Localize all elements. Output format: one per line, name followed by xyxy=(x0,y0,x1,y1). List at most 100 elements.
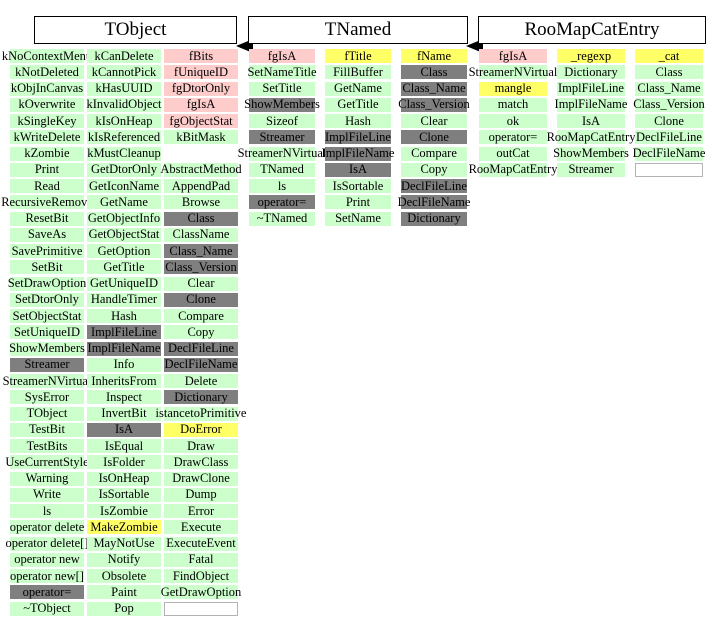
member-cell[interactable]: GetObjectInfo xyxy=(87,211,161,226)
member-cell[interactable]: Dictionary xyxy=(557,65,625,80)
member-cell[interactable]: DoError xyxy=(164,422,238,437)
member-cell[interactable]: Notify xyxy=(87,552,161,567)
member-cell[interactable]: Paint xyxy=(87,585,161,600)
member-cell[interactable]: TNamed xyxy=(249,162,315,177)
member-cell[interactable]: RecursiveRemove xyxy=(1,194,93,210)
member-cell[interactable]: kMustCleanup xyxy=(87,146,161,161)
member-cell[interactable]: GetDtorOnly xyxy=(87,162,161,177)
member-cell[interactable]: ImplFileLine xyxy=(557,81,625,96)
member-cell[interactable]: operator delete xyxy=(9,519,85,535)
member-cell[interactable]: SetDtorOnly xyxy=(10,292,84,307)
member-cell[interactable]: Execute xyxy=(164,520,238,535)
member-cell[interactable]: Class_Version xyxy=(164,259,238,275)
member-cell[interactable]: StreamerNVirtual xyxy=(468,64,558,80)
member-cell[interactable]: kOverwrite xyxy=(10,97,84,112)
class-title-tobject[interactable]: TObject xyxy=(34,16,237,44)
member-cell[interactable]: Class xyxy=(635,65,703,80)
member-cell[interactable]: IsSortable xyxy=(87,487,161,502)
member-cell[interactable]: istancetoPrimitive xyxy=(155,406,247,421)
member-cell[interactable]: ls xyxy=(10,504,84,518)
member-cell[interactable]: GetName xyxy=(325,81,391,96)
member-cell[interactable]: GetTitle xyxy=(87,260,161,275)
member-cell[interactable]: operator= xyxy=(10,585,84,600)
member-cell[interactable]: fUniqueID xyxy=(164,65,238,80)
member-cell[interactable]: IsFolder xyxy=(87,455,161,470)
member-cell[interactable]: SetObjectStat xyxy=(10,309,84,323)
member-cell[interactable]: Class xyxy=(401,65,467,80)
member-cell[interactable]: GetIconName xyxy=(87,178,161,193)
member-cell[interactable]: fTitle xyxy=(325,49,391,63)
member-cell[interactable]: GetName xyxy=(87,195,161,210)
member-cell[interactable]: SetNameTitle xyxy=(247,64,317,80)
member-cell[interactable]: kBitMask xyxy=(164,130,238,145)
member-cell[interactable]: ls xyxy=(249,179,315,193)
member-cell[interactable]: SetUniqueID xyxy=(10,325,84,340)
member-cell[interactable]: operator new[] xyxy=(10,568,84,583)
member-cell[interactable]: kCanDelete xyxy=(87,49,161,63)
member-cell[interactable]: kNotDeleted xyxy=(10,65,84,80)
member-cell[interactable]: Write xyxy=(10,487,84,502)
member-cell[interactable]: SaveAs xyxy=(10,227,84,242)
member-cell[interactable]: ClassName xyxy=(164,227,238,242)
member-cell[interactable]: GetUniqueID xyxy=(87,276,161,291)
member-cell[interactable]: Inspect xyxy=(87,390,161,405)
member-cell[interactable]: DeclFileLine xyxy=(401,178,467,193)
member-cell[interactable]: Clone xyxy=(164,292,238,307)
member-cell[interactable]: operator= xyxy=(249,195,315,210)
member-cell[interactable]: TestBit xyxy=(10,422,84,437)
class-title-roomapcatentry[interactable]: RooMapCatEntry xyxy=(478,16,706,44)
member-cell[interactable]: AppendPad xyxy=(164,179,238,193)
member-cell[interactable]: SetTitle xyxy=(249,81,315,96)
member-cell[interactable]: Warning xyxy=(10,471,84,486)
member-cell[interactable]: RooMapCatEntry xyxy=(468,162,558,177)
member-cell[interactable]: Draw xyxy=(164,439,238,453)
member-cell[interactable]: UseCurrentStyle xyxy=(5,454,89,470)
member-cell[interactable]: Browse xyxy=(164,195,238,210)
member-cell[interactable]: Class_Name xyxy=(635,81,703,96)
member-cell[interactable]: FillBuffer xyxy=(325,65,391,80)
member-cell[interactable]: RooMapCatEntry xyxy=(546,129,636,145)
member-cell[interactable]: HandleTimer xyxy=(87,292,161,307)
member-cell[interactable]: Clear xyxy=(164,276,238,291)
member-cell[interactable]: MakeZombie xyxy=(87,520,161,535)
member-cell[interactable]: Read xyxy=(10,179,84,193)
member-cell[interactable]: Class xyxy=(164,211,238,226)
member-cell[interactable]: DeclFileName xyxy=(164,357,238,372)
member-cell[interactable]: ShowMembers xyxy=(553,146,629,161)
member-cell[interactable]: Class_Name xyxy=(164,244,238,258)
member-cell[interactable]: mangle xyxy=(479,81,547,96)
member-cell[interactable]: MayNotUse xyxy=(87,536,161,551)
member-cell[interactable]: _regexp xyxy=(557,49,625,63)
member-cell[interactable]: Info xyxy=(87,357,161,372)
member-cell[interactable]: Clear xyxy=(401,114,467,128)
member-cell[interactable]: Class_Name xyxy=(401,81,467,96)
member-cell[interactable]: FindObject xyxy=(164,569,238,583)
member-cell[interactable]: ImplFileLine xyxy=(87,325,161,340)
member-cell[interactable]: kWriteDelete xyxy=(10,130,84,145)
member-cell[interactable]: Obsolete xyxy=(87,569,161,583)
member-cell[interactable]: StreamerNVirtual xyxy=(2,373,92,388)
member-cell[interactable]: Compare xyxy=(164,309,238,323)
member-cell[interactable]: AbstractMethod xyxy=(160,162,242,177)
member-cell[interactable]: DeclFileName xyxy=(632,146,706,161)
member-cell[interactable]: Hash xyxy=(325,114,391,128)
member-cell[interactable]: TestBits xyxy=(10,439,84,453)
member-cell[interactable]: outCat xyxy=(479,146,547,161)
member-cell[interactable]: Class_Version xyxy=(398,97,470,112)
member-cell[interactable]: operator= xyxy=(479,130,547,145)
member-cell[interactable]: Copy xyxy=(401,162,467,177)
member-cell[interactable]: IsOnHeap xyxy=(87,471,161,486)
member-cell[interactable]: ~TObject xyxy=(10,601,84,616)
member-cell[interactable]: fgIsA xyxy=(164,97,238,112)
member-cell[interactable]: GetOption xyxy=(87,244,161,258)
member-cell[interactable]: Print xyxy=(10,162,84,177)
member-cell[interactable]: SetBit xyxy=(10,260,84,275)
member-cell[interactable]: SavePrimitive xyxy=(10,243,84,258)
member-cell[interactable]: operator new xyxy=(10,552,84,567)
member-cell[interactable]: kSingleKey xyxy=(10,114,84,128)
member-cell[interactable]: Streamer xyxy=(249,130,315,145)
member-cell[interactable]: kInvalidObject xyxy=(86,97,162,112)
member-cell[interactable]: Streamer xyxy=(10,357,84,372)
member-cell[interactable]: StreamerNVirtual xyxy=(237,146,327,161)
member-cell[interactable]: SetName xyxy=(325,211,391,226)
